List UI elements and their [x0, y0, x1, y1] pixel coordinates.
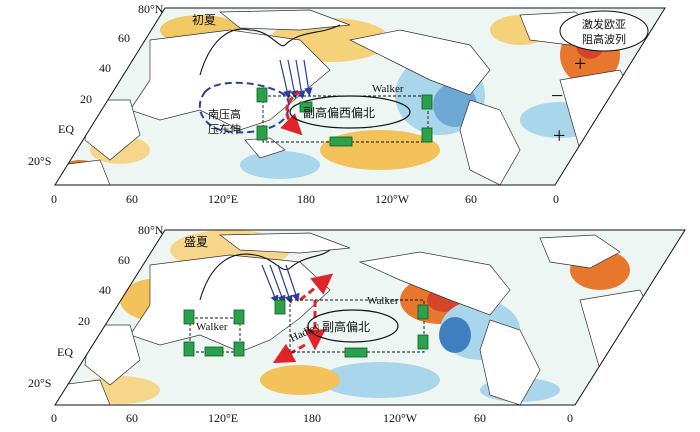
top-lon-60: 60 [126, 192, 138, 206]
eurasia-wave-bubble [559, 10, 649, 52]
top-lat-80n: 80°N [138, 2, 164, 16]
bottom-map-panel [54, 229, 686, 406]
bottom-lat-20s: 20°S [28, 376, 51, 390]
top-walker-label: Walker [372, 83, 404, 95]
bottom-lon-labels: 0 60 120°E 180 120°W 60 0 [51, 411, 573, 425]
top-lon-0-west: 0 [51, 192, 57, 206]
bottom-lat-60: 60 [118, 253, 130, 267]
top-lon-120e: 120°E [208, 192, 238, 206]
bottom-lat-eq: EQ [57, 345, 73, 359]
bottom-lon-180: 180 [303, 411, 321, 425]
top-red-arrow [280, 90, 303, 136]
bottom-anticyclone-label: 副高偏北 [322, 319, 370, 334]
bottom-circulation-arrows [183, 299, 429, 358]
top-lat-labels: 80°N 60 40 20 EQ 20°S [28, 2, 164, 168]
bottom-lon-60: 60 [126, 411, 138, 425]
bottom-walker-label-west: Walker [196, 321, 228, 333]
bottom-panel-title: 盛夏 [184, 234, 208, 249]
wave-sign-minus: − [551, 83, 563, 108]
wave-sign-plus-2: + [553, 123, 565, 148]
eurasia-label-2: 阻高波列 [582, 32, 626, 46]
south-asia-high-label-2: 压东伸 [208, 123, 241, 136]
bottom-lat-80n: 80°N [138, 223, 164, 237]
top-lat-20: 20 [80, 92, 92, 106]
top-circulation-arrows [256, 87, 433, 147]
south-asia-high-outline [198, 81, 290, 134]
top-panel-title: 初夏 [192, 13, 216, 27]
bottom-walker-cells [189, 299, 425, 353]
top-blue-jet [279, 59, 313, 100]
top-lat-60: 60 [118, 31, 130, 45]
bottom-lon-0-east: 0 [567, 411, 573, 425]
bottom-lat-labels: 80°N 60 40 20 EQ 20°S [28, 223, 164, 390]
bottom-blue-jet [261, 264, 300, 304]
top-lon-0-east: 0 [553, 192, 559, 206]
top-lat-40: 40 [99, 61, 111, 75]
top-lat-20s: 20°S [28, 154, 51, 168]
bottom-hadley-arrows [272, 273, 334, 364]
top-lat-eq: EQ [58, 122, 74, 136]
bottom-walker-label-east: Walker [367, 295, 399, 307]
top-lon-labels: 0 60 120°E 180 120°W 60 0 [51, 192, 559, 206]
bottom-lon-120w: 120°W [383, 411, 418, 425]
south-asia-high-label-1: 南压高 [208, 107, 241, 121]
bottom-lat-20: 20 [78, 314, 90, 328]
bottom-subtropical-high-ellipse [307, 309, 399, 343]
bottom-lon-0-west: 0 [51, 411, 57, 425]
bottom-wave-line [199, 249, 331, 301]
top-anticyclone-label: 副高偏西偏北 [303, 105, 375, 120]
bottom-lat-40: 40 [99, 283, 111, 297]
top-lon-120w: 120°W [375, 192, 410, 206]
wave-sign-plus-1: + [574, 51, 586, 76]
top-lon-180: 180 [297, 192, 315, 206]
top-wave-line [199, 24, 341, 76]
bottom-lon-120e: 120°E [208, 411, 238, 425]
bottom-lon-60-east: 60 [474, 411, 486, 425]
top-lon-60-east: 60 [465, 192, 477, 206]
eurasia-label-1: 激发欧亚 [582, 17, 626, 31]
